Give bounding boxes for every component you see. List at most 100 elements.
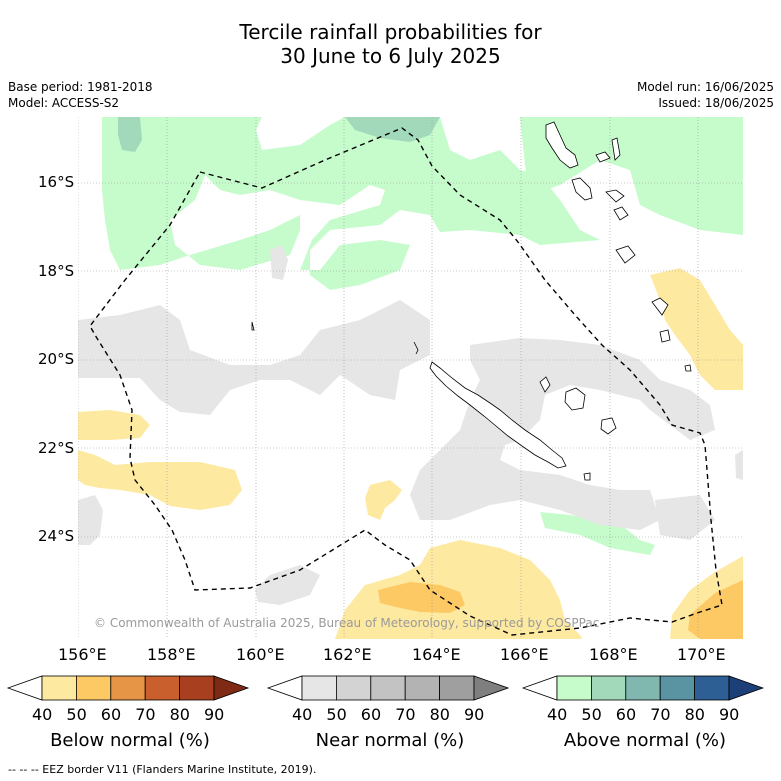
below-normal-60-south	[378, 582, 465, 613]
colorbar-segment	[76, 675, 112, 701]
colorbar-above-normal	[521, 675, 765, 701]
near-normal-region-west	[78, 300, 430, 415]
colorbar-extend-high	[213, 675, 250, 701]
loyalty-island-mare	[600, 417, 617, 435]
colorbar-extend-low	[521, 675, 558, 701]
above-normal-region-north-west	[102, 117, 600, 290]
colorbar-tick-label: 50	[326, 705, 347, 724]
eez-border	[89, 127, 723, 636]
below-normal-region-south-west	[78, 450, 242, 510]
near-normal-region-small-north	[270, 245, 288, 280]
colorbar-tick-label: 70	[650, 705, 671, 724]
colorbar-segment	[404, 675, 441, 701]
colorbar-tick-label: 70	[395, 705, 416, 724]
map-title-line2: 30 June to 6 July 2025	[280, 44, 501, 68]
belep-islands	[413, 341, 419, 355]
colorbar-segment	[110, 675, 146, 701]
colorbar-below-normal	[6, 675, 250, 701]
colorbar-tick-label: 60	[360, 705, 382, 724]
colorbar-segment	[694, 675, 730, 701]
near-normal-region-east-edge	[735, 450, 743, 480]
copyright-notice: © Commonwealth of Australia 2025, Bureau…	[94, 616, 599, 630]
lat-label-20: 20°S	[38, 350, 75, 368]
above-normal-region-north-east	[520, 117, 743, 235]
lon-label-168: 168°E	[589, 645, 638, 664]
above-normal-60-north-west	[118, 117, 142, 152]
colorbar-tick-label: 40	[292, 705, 313, 724]
colorbar-tick-label: 60	[615, 705, 637, 724]
colorbar-extend-low	[266, 675, 303, 701]
colorbar-above-normal-label: Above normal (%)	[563, 730, 727, 751]
base-period: Base period: 1981-2018	[8, 80, 153, 94]
colorbar-tick-label: 80	[429, 705, 450, 724]
vanuatu-efate	[605, 189, 625, 203]
colorbar-segment	[625, 675, 661, 701]
lon-label-166: 166°E	[500, 645, 549, 664]
model-name: Model: ACCESS-S2	[8, 96, 120, 110]
near-normal-region-south	[255, 565, 320, 605]
colorbar-segment	[659, 675, 696, 701]
colorbar-tick-label: 80	[169, 705, 190, 724]
colorbar-segment	[439, 675, 475, 701]
colorbar-segment	[591, 675, 627, 701]
colorbar-extend-low	[6, 675, 43, 701]
new-caledonia-grande-terre	[429, 361, 567, 469]
lon-label-162: 162°E	[323, 645, 372, 664]
colorbar-tick-label: 90	[464, 705, 485, 724]
hunter-island-small-1	[659, 329, 671, 343]
colorbar-tick-label: 90	[719, 705, 740, 724]
lon-label-164: 164°E	[412, 645, 461, 664]
vanuatu-espiritu-santo	[545, 121, 579, 169]
above-normal-60-north-centre	[345, 117, 440, 142]
near-normal-region-south-east	[655, 495, 715, 540]
lat-label-18: 18°S	[38, 262, 75, 280]
near-normal-region-far-west	[78, 495, 103, 545]
vanuatu-erromango	[613, 206, 629, 221]
lat-label-22: 22°S	[38, 439, 75, 457]
colorbar-tick-label: 70	[135, 705, 156, 724]
colorbar-tick-label: 60	[100, 705, 122, 724]
near-normal-region-east	[410, 338, 715, 530]
colorbar-near-normal-label: Near normal (%)	[315, 730, 465, 751]
vanuatu-tanna	[615, 245, 636, 264]
vanuatu-malekula	[571, 177, 593, 201]
colorbar-tick-label: 80	[684, 705, 705, 724]
above-normal-region-south-east	[540, 512, 655, 555]
map-title-line1: Tercile rainfall probabilities for	[239, 20, 542, 44]
issued-date: Issued: 18/06/2025	[658, 96, 774, 110]
colorbar-extend-high	[473, 675, 510, 701]
colorbar-segment	[301, 675, 337, 701]
hunter-island-small-2	[684, 364, 692, 372]
colorbar-below-normal-label: Below normal (%)	[50, 730, 210, 751]
colorbar-tick-label: 90	[204, 705, 225, 724]
matthew-hunter-islands	[651, 297, 669, 316]
colorbar-tick-label: 40	[32, 705, 53, 724]
below-normal-region-east	[650, 268, 743, 390]
colorbar-segment	[556, 675, 592, 701]
colorbar-tick-label: 40	[547, 705, 568, 724]
chesterfield-reef	[251, 321, 255, 331]
lon-label-156: 156°E	[58, 645, 107, 664]
lon-label-170: 170°E	[677, 645, 726, 664]
eez-footer-note: -- -- -- EEZ border V11 (Flanders Marine…	[8, 763, 317, 776]
colorbar-tick-label: 50	[581, 705, 602, 724]
lat-label-24: 24°S	[38, 527, 75, 545]
lat-label-16: 16°S	[38, 173, 75, 191]
colorbar-segment	[335, 675, 372, 701]
below-normal-region-south	[335, 540, 582, 639]
vanuatu-ambrym	[595, 151, 611, 163]
colorbar-extend-high	[728, 675, 765, 701]
map-content: © Commonwealth of Australia 2025, Bureau…	[78, 117, 743, 639]
below-normal-region-small-centre	[365, 480, 402, 520]
colorbar-segment	[41, 675, 77, 701]
vanuatu-pentecost	[611, 137, 621, 161]
model-run: Model run: 16/06/2025	[636, 80, 774, 94]
gridlines	[78, 117, 743, 639]
loyalty-island-ouvea	[539, 376, 551, 393]
loyalty-island-lifou	[564, 387, 586, 411]
colorbar-near-normal	[266, 675, 510, 701]
colorbar-segment	[370, 675, 406, 701]
lon-label-158: 158°E	[147, 645, 196, 664]
below-normal-60-south-east	[688, 580, 743, 639]
lon-label-160: 160°E	[236, 645, 285, 664]
